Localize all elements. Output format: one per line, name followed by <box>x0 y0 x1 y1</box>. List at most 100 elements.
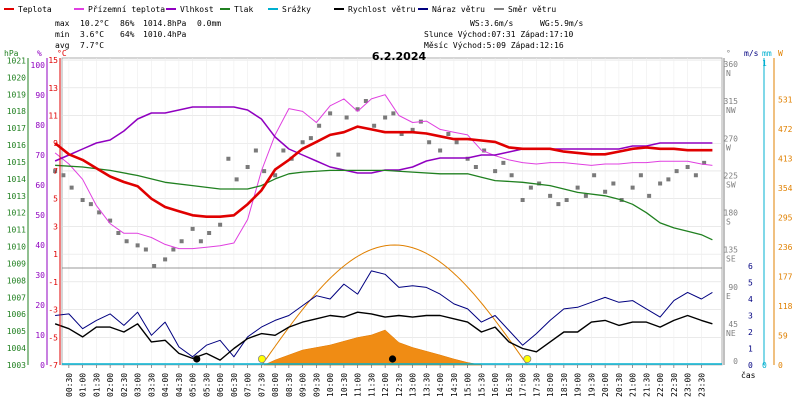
wind-direction-point <box>548 193 553 198</box>
direction-compass-label: NW <box>726 106 736 115</box>
direction-tick-label: 225 <box>724 171 739 180</box>
x-tick-label: 08:00 <box>271 373 280 397</box>
wind-direction-point <box>135 243 140 248</box>
wind-direction-point <box>556 202 561 207</box>
hpa-tick-label: 1021 <box>7 56 26 65</box>
x-tick-label: 00:30 <box>65 373 74 397</box>
wind-tick-label: 1 <box>748 345 753 354</box>
hpa-tick-label: 1004 <box>7 344 26 353</box>
wind-direction-point <box>702 160 707 165</box>
humidity-axis-unit: % <box>37 49 42 58</box>
temperature-tick-label: -7 <box>48 361 58 370</box>
legend-label: Tlak <box>234 5 253 14</box>
humidity-tick-label: 50 <box>35 211 45 220</box>
legend-label: Vlhkost <box>180 5 214 14</box>
stats-min-pressure: 1010.4hPa <box>143 30 187 39</box>
x-tick-label: 10:00 <box>326 373 335 397</box>
stats-max-rain: 0.0mm <box>197 19 221 28</box>
solar-tick-label: 531 <box>778 96 793 105</box>
wind-direction-point <box>108 218 113 223</box>
x-tick-label: 06:00 <box>216 373 225 397</box>
x-tick-label: 04:30 <box>175 373 184 397</box>
x-tick-label: 02:30 <box>120 373 129 397</box>
sun-arc-layer <box>261 244 528 366</box>
wind-direction-point <box>564 198 569 202</box>
x-tick-label: 11:30 <box>367 373 376 397</box>
wind-direction-point <box>363 99 368 103</box>
direction-tick-label: 315 <box>724 97 739 106</box>
pressure-line <box>55 164 713 241</box>
temperature-axis-unit: °C <box>57 49 67 58</box>
wind-direction-point <box>592 173 597 178</box>
wind-direction-point <box>328 111 333 116</box>
wind-tick-label: 5 <box>748 279 753 288</box>
sun-moon-markers <box>193 354 532 363</box>
wind-axis-unit: m/s <box>744 49 759 58</box>
temperature-tick-label: 15 <box>48 56 58 65</box>
hpa-tick-label: 1013 <box>7 192 26 201</box>
wind-direction-point <box>399 132 404 136</box>
stats-sun: Slunce Východ:07:31 Západ:17:10 <box>424 30 573 39</box>
wind-direction-point <box>273 173 278 178</box>
wind-direction-point <box>647 193 652 198</box>
legend: Teplota Přízemní teplota Vlhkost Tlak Srážky… <box>4 5 556 14</box>
humidity-tick-label: 30 <box>35 271 45 280</box>
x-tick-label: 15:30 <box>477 373 486 397</box>
x-tick-label: 02:00 <box>106 373 115 397</box>
sunset-marker <box>523 354 532 363</box>
solar-tick-label: 59 <box>778 332 788 341</box>
stats-min-label: min <box>55 30 70 39</box>
x-tick-label: 23:00 <box>684 373 693 397</box>
stats-max-humidity: 86% <box>120 19 135 28</box>
stats-avg-label: avg <box>55 41 70 50</box>
x-tick-label: 07:00 <box>244 373 253 397</box>
direction-compass-label: S <box>726 218 731 227</box>
x-tick-label: 18:30 <box>560 373 569 397</box>
direction-tick-label: 135 <box>724 246 739 255</box>
direction-tick-label: 90 <box>728 283 738 292</box>
wind-direction-layer <box>53 99 707 268</box>
humidity-tick-label: 60 <box>35 181 45 190</box>
wind-direction-point <box>116 231 121 235</box>
direction-compass-label: N <box>726 69 731 78</box>
humidity-tick-label: 40 <box>35 241 45 250</box>
stats-max-temp: 10.2°C <box>80 19 109 28</box>
x-tick-label: 19:00 <box>574 373 583 397</box>
direction-tick-label: 180 <box>724 209 739 218</box>
legend-label: Přízemní teplota <box>88 5 165 14</box>
wind-direction-point <box>245 165 250 169</box>
wind-direction-point <box>685 165 690 169</box>
solar-tick-label: 472 <box>778 125 793 134</box>
direction-tick-label: 0 <box>733 357 738 366</box>
temperature-line <box>54 125 713 218</box>
direction-tick-label: 270 <box>724 134 739 143</box>
x-tick-label: 01:30 <box>92 373 101 397</box>
wind-direction-point <box>658 181 663 186</box>
wind-direction-point <box>124 239 129 244</box>
hpa-tick-label: 1008 <box>7 276 26 285</box>
x-tick-label: 12:00 <box>381 373 390 397</box>
x-tick-label: 20:00 <box>601 373 610 397</box>
ground-temperature-line <box>54 94 713 250</box>
solar-tick-label: 295 <box>778 214 793 223</box>
wind-direction-point <box>336 152 341 157</box>
wind-speed-line <box>54 311 713 361</box>
stats-min-temp: 3.6°C <box>80 30 104 39</box>
hpa-axis-unit: hPa <box>4 49 19 58</box>
wind-direction-point <box>97 210 102 215</box>
temperature-tick-label: 9 <box>53 139 58 148</box>
x-tick-label: 07:30 <box>257 373 266 397</box>
x-tick-label: 16:00 <box>491 373 500 397</box>
x-tick-label: 14:00 <box>436 373 445 397</box>
axes-layer: hPa% °C1003100410051006100710081009101010… <box>4 49 793 397</box>
x-tick-label: 22:30 <box>670 373 679 397</box>
humidity-tick-label: 100 <box>31 61 46 70</box>
temperature-tick-label: -5 <box>48 333 58 342</box>
x-tick-label: 06:30 <box>230 373 239 397</box>
wind-direction-point <box>493 169 498 174</box>
series-lines-layer <box>54 94 722 365</box>
sun-elevation-arc <box>261 244 528 366</box>
hpa-tick-label: 1006 <box>7 310 26 319</box>
x-tick-label: 14:30 <box>450 373 459 397</box>
